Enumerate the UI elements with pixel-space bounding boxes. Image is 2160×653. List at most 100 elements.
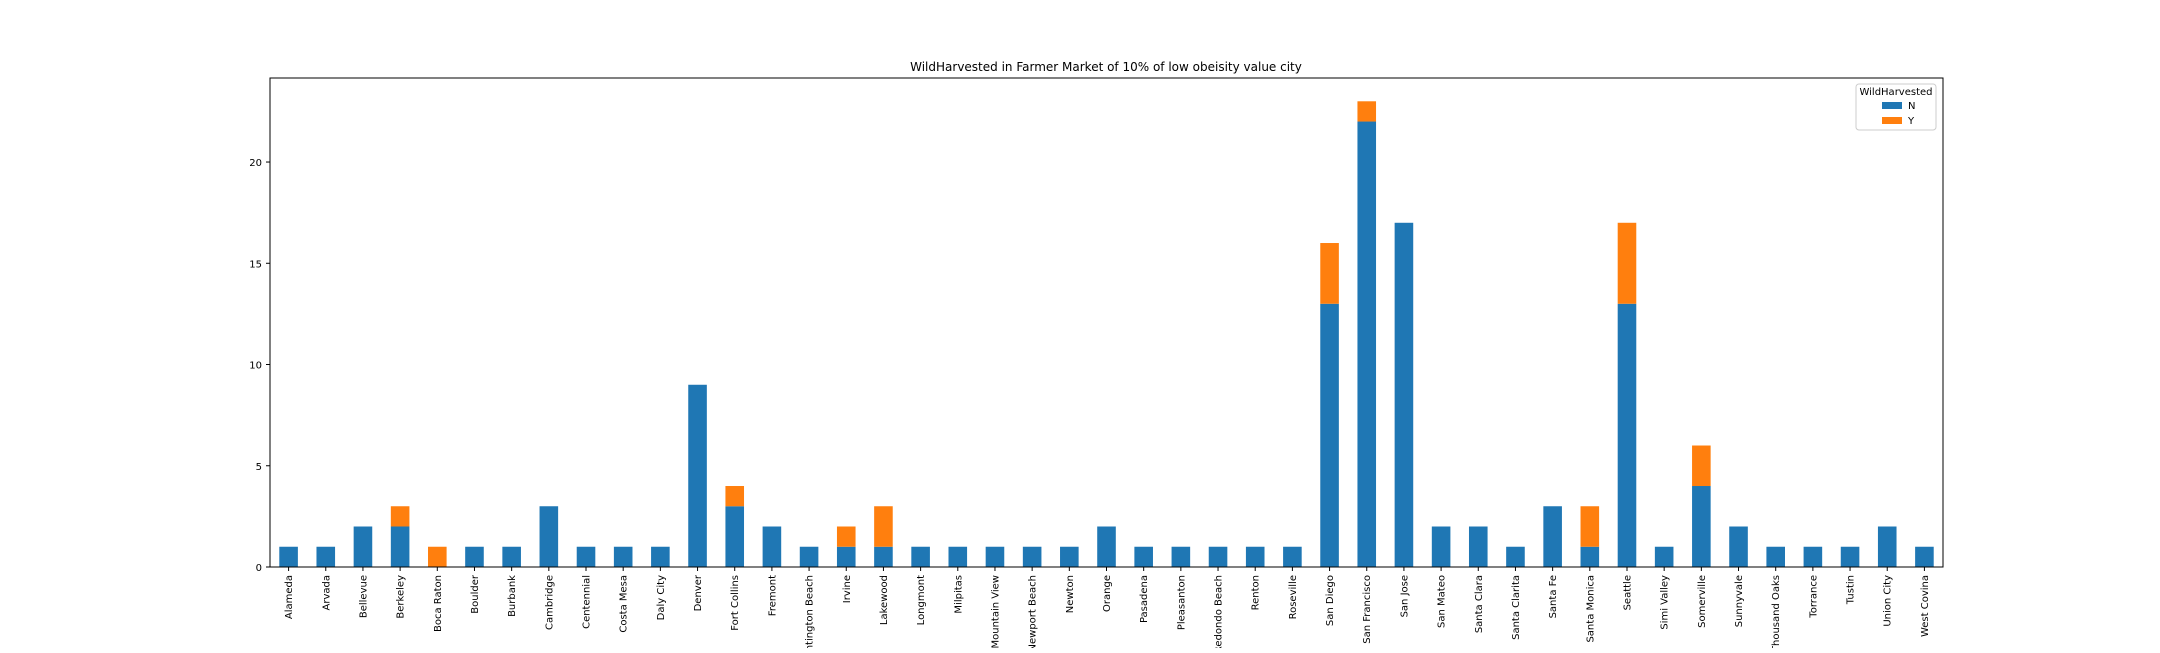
bar-san-mateo-n — [1431, 526, 1451, 567]
bar-arvada-n — [316, 546, 336, 567]
x-tick-label-san-mateo: San Mateo — [1437, 575, 1448, 628]
x-tick-label-renton: Renton — [1251, 575, 1262, 610]
y-axis: 0 5 10 15 20 — [249, 158, 270, 574]
legend: WildHarvested N Y — [1855, 83, 1937, 131]
bar-redondo-beach-n — [1208, 546, 1228, 567]
x-tick-label-newport-beach: Newport Beach — [1028, 575, 1039, 648]
bar-union-city-n — [1877, 526, 1897, 567]
bar-san-diego-n — [1320, 303, 1339, 567]
bar-newport-beach-n — [1022, 546, 1042, 567]
x-tick-label-mountain-view: Mountain View — [990, 575, 1001, 648]
x-tick-label-huntington-beach: Huntington Beach — [805, 575, 816, 648]
y-tick-label-0: 0 — [256, 563, 262, 574]
x-tick-label-thousand-oaks: Thousand Oaks — [1771, 575, 1782, 648]
bar-sunnyvale-n — [1729, 526, 1748, 567]
bar-tustin-n — [1840, 546, 1860, 567]
x-axis: Alameda Arvada Bellevue Berkeley Boca Raton B… — [284, 567, 1931, 653]
x-tick-label-berkeley: Berkeley — [396, 575, 407, 619]
bar-denver-n — [688, 384, 707, 567]
x-tick-label-redondo-beach: Redondo Beach — [1214, 575, 1225, 648]
x-tick-label-boca-raton: Boca Raton — [433, 575, 444, 632]
bar-boca-raton-y — [428, 546, 447, 567]
bar-simi-valley-n — [1654, 546, 1674, 567]
bar-longmont-n — [911, 546, 930, 567]
bar-pasadena-n — [1134, 546, 1153, 567]
bar-irvine-n — [836, 546, 856, 567]
bar-fort-collins-y — [725, 486, 745, 507]
bar-santa-monica-n — [1580, 546, 1600, 567]
bar-west-covina-n — [1915, 546, 1934, 567]
y-tick-label-5: 5 — [256, 462, 262, 473]
bar-costa-mesa-n — [613, 546, 633, 567]
y-tick-label-10: 10 — [249, 361, 262, 372]
legend-title: WildHarvested — [1859, 87, 1932, 98]
bar-daly-city-n — [651, 546, 670, 567]
bar-lakewood-n — [874, 546, 893, 567]
x-tick-label-san-jose: San Jose — [1399, 575, 1410, 617]
bar-san-diego-y — [1320, 243, 1339, 304]
bar-san-francisco-y — [1357, 101, 1377, 122]
legend-swatch-n — [1882, 102, 1902, 109]
x-tick-label-newton: Newton — [1065, 575, 1076, 613]
bar-cambridge-n — [539, 506, 559, 567]
x-tick-label-milpitas: Milpitas — [953, 575, 964, 614]
bar-mountain-view-n — [985, 546, 1005, 567]
x-tick-label-pleasanton: Pleasanton — [1176, 575, 1187, 630]
bar-orange-n — [1097, 526, 1116, 567]
bar-pleasanton-n — [1171, 546, 1191, 567]
x-tick-label-arvada: Arvada — [321, 575, 332, 610]
x-tick-label-simi-valley: Simi Valley — [1660, 575, 1671, 630]
x-tick-label-santa-clara: Santa Clara — [1474, 575, 1485, 633]
bar-roseville-n — [1283, 546, 1302, 567]
bar-newton-n — [1060, 546, 1079, 567]
x-tick-label-daly-city: Daly City — [656, 575, 667, 620]
x-tick-label-denver: Denver — [693, 574, 704, 611]
bar-torrance-n — [1803, 546, 1823, 567]
bar-bellevue-n — [353, 526, 373, 567]
x-tick-label-lakewood: Lakewood — [879, 575, 890, 625]
x-tick-label-santa-fe: Santa Fe — [1548, 575, 1559, 618]
bars-layer — [279, 101, 1934, 567]
legend-label-y: Y — [1907, 116, 1915, 127]
x-tick-label-san-francisco: San Francisco — [1362, 575, 1373, 644]
x-tick-label-fremont: Fremont — [767, 575, 778, 616]
x-tick-label-pasadena: Pasadena — [1139, 575, 1150, 623]
bar-santa-clarita-n — [1506, 546, 1525, 567]
x-tick-label-torrance: Torrance — [1808, 575, 1819, 619]
bar-burbank-n — [502, 546, 521, 567]
bar-fort-collins-n — [725, 506, 745, 567]
bar-alameda-n — [279, 546, 298, 567]
bar-somerville-n — [1692, 486, 1711, 567]
x-tick-label-somerville: Somerville — [1697, 575, 1708, 628]
x-tick-label-bellevue: Bellevue — [358, 575, 369, 618]
bar-thousand-oaks-n — [1766, 546, 1785, 567]
bar-renton-n — [1245, 546, 1265, 567]
bar-boulder-n — [465, 546, 484, 567]
bar-santa-clara-n — [1468, 526, 1488, 567]
x-tick-label-west-covina: West Covina — [1920, 575, 1931, 637]
bar-santa-monica-y — [1580, 506, 1600, 547]
bar-fremont-n — [762, 526, 782, 567]
y-tick-label-20: 20 — [249, 158, 262, 169]
bar-seattle-n — [1617, 303, 1637, 567]
x-tick-label-centennial: Centennial — [582, 575, 593, 629]
bar-san-jose-n — [1394, 222, 1414, 567]
x-tick-label-san-diego: San Diego — [1325, 575, 1336, 626]
x-tick-label-santa-clarita: Santa Clarita — [1511, 575, 1522, 640]
x-tick-label-orange: Orange — [1102, 575, 1113, 612]
x-tick-label-fort-collins: Fort Collins — [730, 575, 741, 631]
bar-seattle-y — [1617, 222, 1637, 304]
bar-berkeley-n — [390, 526, 410, 567]
x-tick-label-roseville: Roseville — [1288, 575, 1299, 619]
bar-san-francisco-n — [1357, 121, 1377, 567]
y-tick-label-15: 15 — [249, 259, 262, 270]
x-tick-label-cambridge: Cambridge — [544, 575, 555, 630]
x-tick-label-burbank: Burbank — [507, 575, 518, 617]
legend-label-n: N — [1908, 101, 1915, 112]
chart-title: WildHarvested in Farmer Market of 10% of… — [910, 60, 1302, 74]
x-tick-label-boulder: Boulder — [470, 574, 481, 614]
bar-lakewood-y — [874, 506, 893, 547]
bar-somerville-y — [1692, 445, 1711, 487]
bar-irvine-y — [836, 526, 856, 547]
